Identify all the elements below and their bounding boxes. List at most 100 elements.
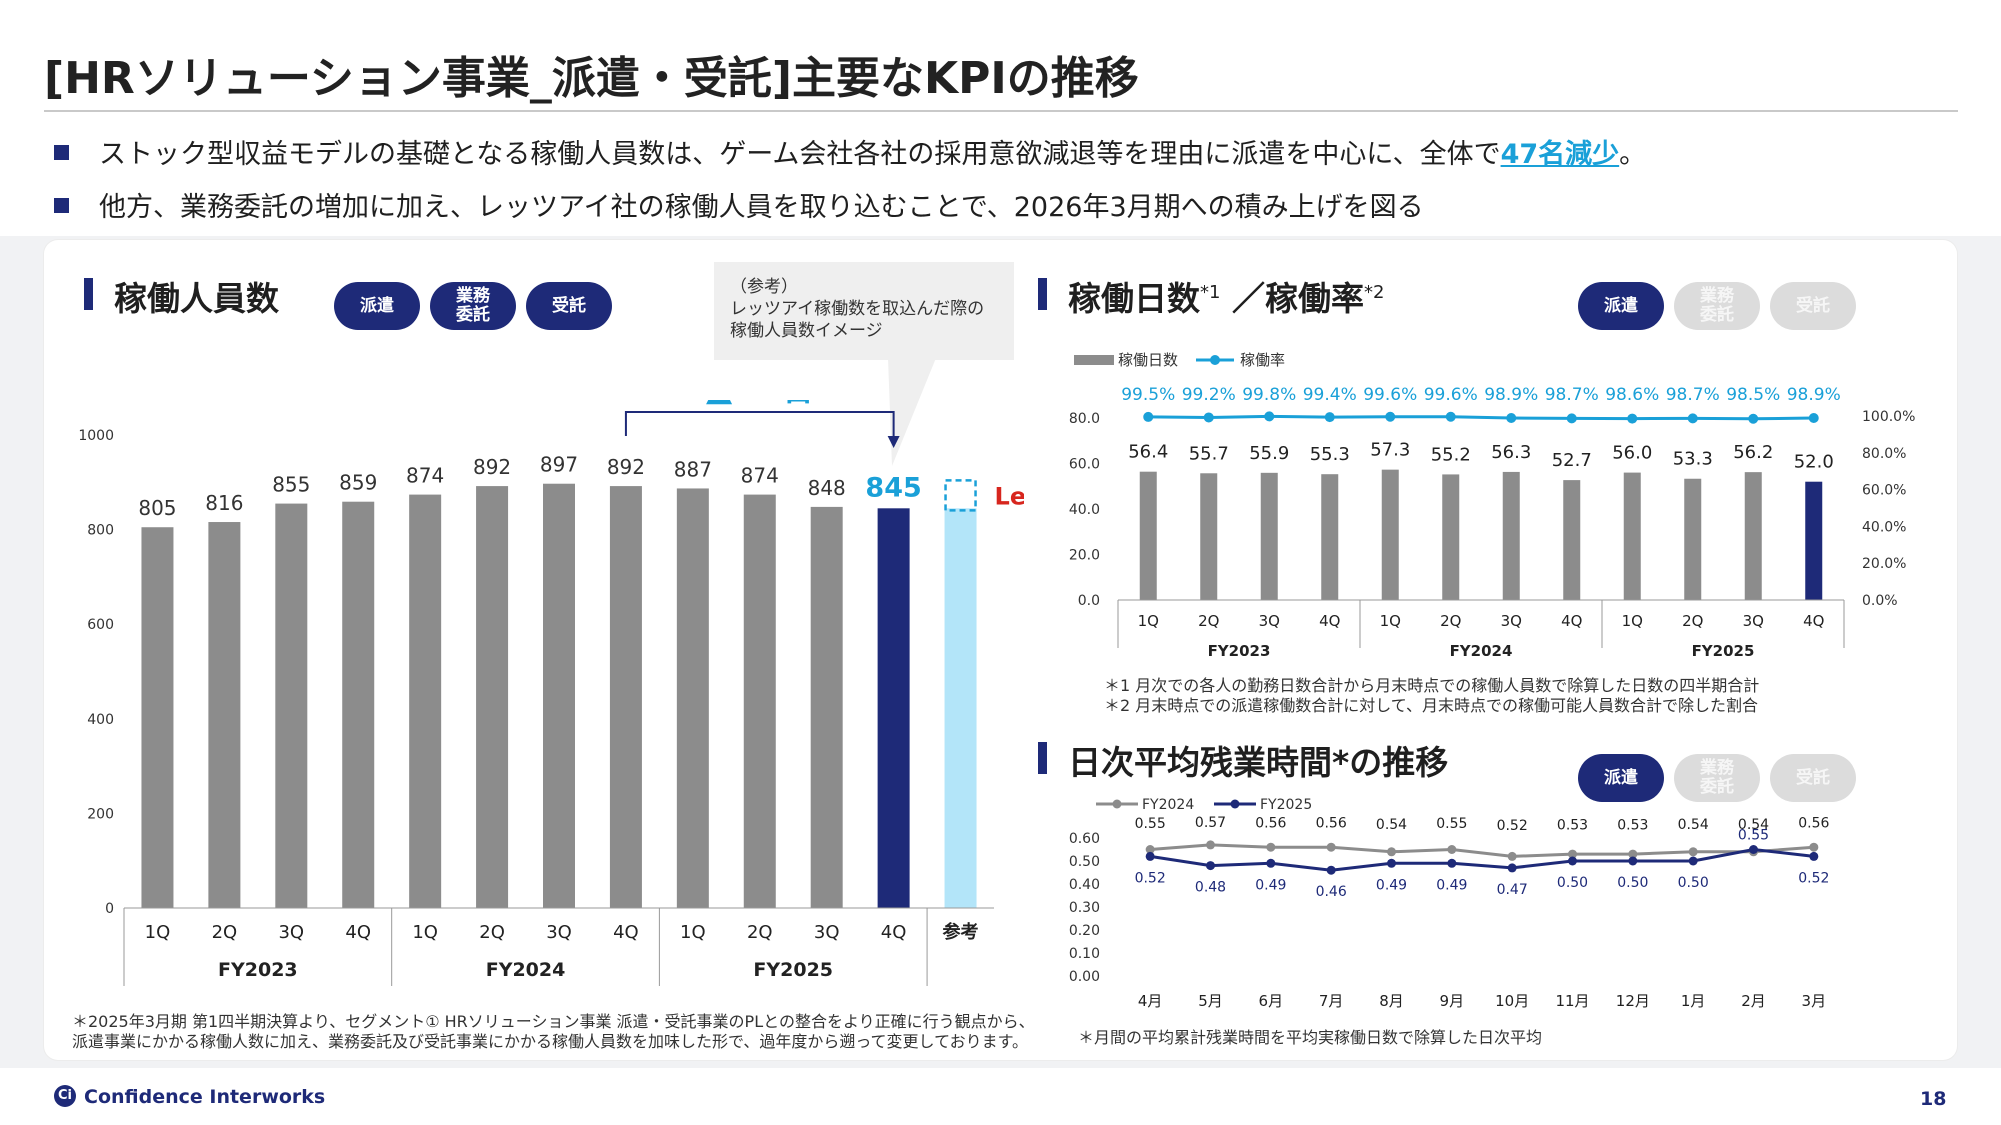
title-footnote-1: *1 bbox=[1200, 282, 1221, 303]
x-tick-label: 1Q bbox=[145, 922, 171, 943]
legend-marker-rate bbox=[1210, 355, 1220, 365]
bar bbox=[208, 522, 241, 908]
footer-logo-text: Confidence Interworks bbox=[84, 1086, 326, 1108]
fy2025-value-label: 0.49 bbox=[1436, 877, 1467, 893]
right-top-notes: ＊1 月次での各人の勤務日数合計から月末時点での稼働人員数で除算した日数の四半期… bbox=[1104, 676, 1759, 716]
fy2025-marker bbox=[1387, 858, 1396, 868]
bar-value-label: 56.4 bbox=[1128, 442, 1168, 463]
fy2024-value-label: 0.55 bbox=[1135, 816, 1166, 832]
title-rate: ／稼働率 bbox=[1231, 279, 1364, 318]
bullet-2-text: 他方、業務委託の増加に加え、レッツアイ社の稼働人員を取り込むことで、2026年3… bbox=[99, 192, 1424, 223]
x-tick-label: 2Q bbox=[1198, 612, 1219, 630]
x-tick-label: 2Q bbox=[747, 922, 773, 943]
headcount-chart: 0 200 400 600 800 1000 805 816 855 859 874 892 897 89… bbox=[78, 400, 1024, 986]
group-label: FY2025 bbox=[753, 959, 833, 981]
fy2024-value-label: 0.54 bbox=[1678, 817, 1709, 833]
fy2024-line bbox=[1150, 843, 1814, 858]
bar bbox=[877, 508, 910, 908]
callout-line-2: レッツアイ稼働数を取込んだ際の bbox=[730, 299, 985, 319]
reference-bar bbox=[944, 508, 977, 908]
lets-logo: Let'si bbox=[995, 482, 1024, 510]
section-marker bbox=[1038, 278, 1047, 310]
bar-value-label: 55.2 bbox=[1431, 444, 1471, 465]
fy2024-value-label: 0.54 bbox=[1738, 817, 1769, 833]
callout-line-1: （参考） bbox=[730, 277, 798, 297]
bar bbox=[609, 486, 642, 908]
pill-jutaku: 受託 bbox=[1770, 282, 1856, 330]
fy2025-value-label: 0.50 bbox=[1617, 875, 1648, 891]
footer-background bbox=[0, 1068, 2001, 1125]
pill-gyomu-itaku: 業務 委託 bbox=[430, 282, 516, 330]
y2-tick-label: 40.0% bbox=[1862, 519, 1906, 535]
fy2025-marker bbox=[1809, 851, 1819, 861]
x-tick-label: 3月 bbox=[1802, 992, 1827, 1010]
x-tick-label: 3Q bbox=[278, 922, 304, 943]
fy2025-marker bbox=[1206, 861, 1215, 871]
fy2024-marker bbox=[1447, 845, 1457, 854]
rate-marker bbox=[1627, 413, 1638, 424]
x-tick-label: 4Q bbox=[613, 922, 639, 943]
bar-value-label: 855 bbox=[272, 473, 310, 497]
bar bbox=[1744, 472, 1762, 600]
y-tick-label: 0.20 bbox=[1069, 923, 1100, 939]
bar-value-label: 53.3 bbox=[1673, 449, 1713, 470]
bullet-square-icon bbox=[54, 198, 69, 213]
fy2025-value-label: 0.52 bbox=[1798, 870, 1829, 886]
y-tick-label: 0.40 bbox=[1069, 877, 1100, 893]
y-tick-label: 800 bbox=[87, 523, 114, 539]
delta-arrow-icon bbox=[887, 436, 900, 448]
group-label: FY2023 bbox=[1208, 642, 1271, 656]
page-number: 18 bbox=[1920, 1088, 1947, 1110]
fy2025-marker bbox=[1447, 858, 1457, 868]
x-tick-label: 3Q bbox=[1743, 612, 1764, 630]
fy2025-value-label: 0.47 bbox=[1497, 882, 1528, 898]
x-tick-label: 5月 bbox=[1198, 992, 1223, 1010]
left-section-title: 稼働人員数 bbox=[114, 279, 279, 318]
bar-value-label: 805 bbox=[138, 496, 176, 520]
fy2025-marker bbox=[1326, 865, 1336, 875]
rate-value-label: 99.6% bbox=[1363, 385, 1417, 405]
x-tick-label: 4Q bbox=[1561, 612, 1582, 630]
group-label: FY2024 bbox=[1450, 642, 1513, 656]
section-marker bbox=[1038, 742, 1047, 774]
reference-dashed-box bbox=[944, 479, 977, 512]
bar bbox=[141, 527, 174, 908]
x-tick-label: 4Q bbox=[1319, 612, 1340, 630]
fy2024-marker bbox=[1628, 849, 1638, 859]
fy2025-value-label: 0.49 bbox=[1376, 877, 1407, 893]
rate-marker bbox=[1264, 411, 1275, 422]
bar bbox=[1321, 474, 1339, 600]
bullet-1: ストック型収益モデルの基礎となる稼働人員数は、ゲーム会社各社の採用意欲減退等を理… bbox=[54, 132, 1646, 171]
right-bottom-section-title: 日次平均残業時間*の推移 bbox=[1068, 743, 1449, 782]
bar bbox=[476, 486, 509, 908]
bar-value-label: 52.0 bbox=[1794, 452, 1834, 473]
footer-logo: Ci Confidence Interworks bbox=[54, 1084, 326, 1109]
legend-label: FY2024 bbox=[1142, 797, 1194, 813]
bar bbox=[1381, 469, 1399, 600]
rate-marker bbox=[1808, 413, 1819, 424]
rate-marker bbox=[1324, 412, 1335, 423]
right-top-section-title: 稼働日数*1 ／稼働率*2 bbox=[1068, 272, 1384, 320]
x-tick-label: 4月 bbox=[1138, 992, 1163, 1010]
x-tick-label: 10月 bbox=[1495, 992, 1529, 1010]
group-label: FY2024 bbox=[486, 959, 566, 981]
bar bbox=[409, 494, 442, 908]
fy2025-value-label: 0.49 bbox=[1255, 877, 1286, 893]
fy2025-value-label: 0.55 bbox=[1738, 828, 1769, 844]
x-tick-label: 参考 bbox=[943, 921, 979, 943]
x-tick-label: 3Q bbox=[1501, 612, 1522, 630]
title-days: 稼働日数 bbox=[1068, 279, 1200, 318]
bullet-1-highlight: 47名減少 bbox=[1500, 139, 1620, 170]
fy2024-value-label: 0.56 bbox=[1255, 816, 1286, 832]
rate-value-label: 98.9% bbox=[1484, 385, 1538, 405]
rate-marker bbox=[1687, 413, 1698, 424]
y-tick-label: 0.10 bbox=[1069, 946, 1100, 962]
group-label: FY2025 bbox=[1692, 642, 1755, 656]
y-tick-label: 400 bbox=[87, 712, 114, 728]
overtime-chart: FY2024 FY2025 0.00 0.10 0.20 0.30 0.40 0.50 0.60… bbox=[1069, 797, 1830, 1010]
bar-value-label: 892 bbox=[607, 455, 645, 479]
y-tick-label: 60.0 bbox=[1069, 457, 1100, 473]
fy2024-value-label: 0.57 bbox=[1195, 815, 1226, 831]
x-tick-label: 2Q bbox=[1440, 612, 1461, 630]
bar-value-label: 56.3 bbox=[1491, 442, 1531, 463]
